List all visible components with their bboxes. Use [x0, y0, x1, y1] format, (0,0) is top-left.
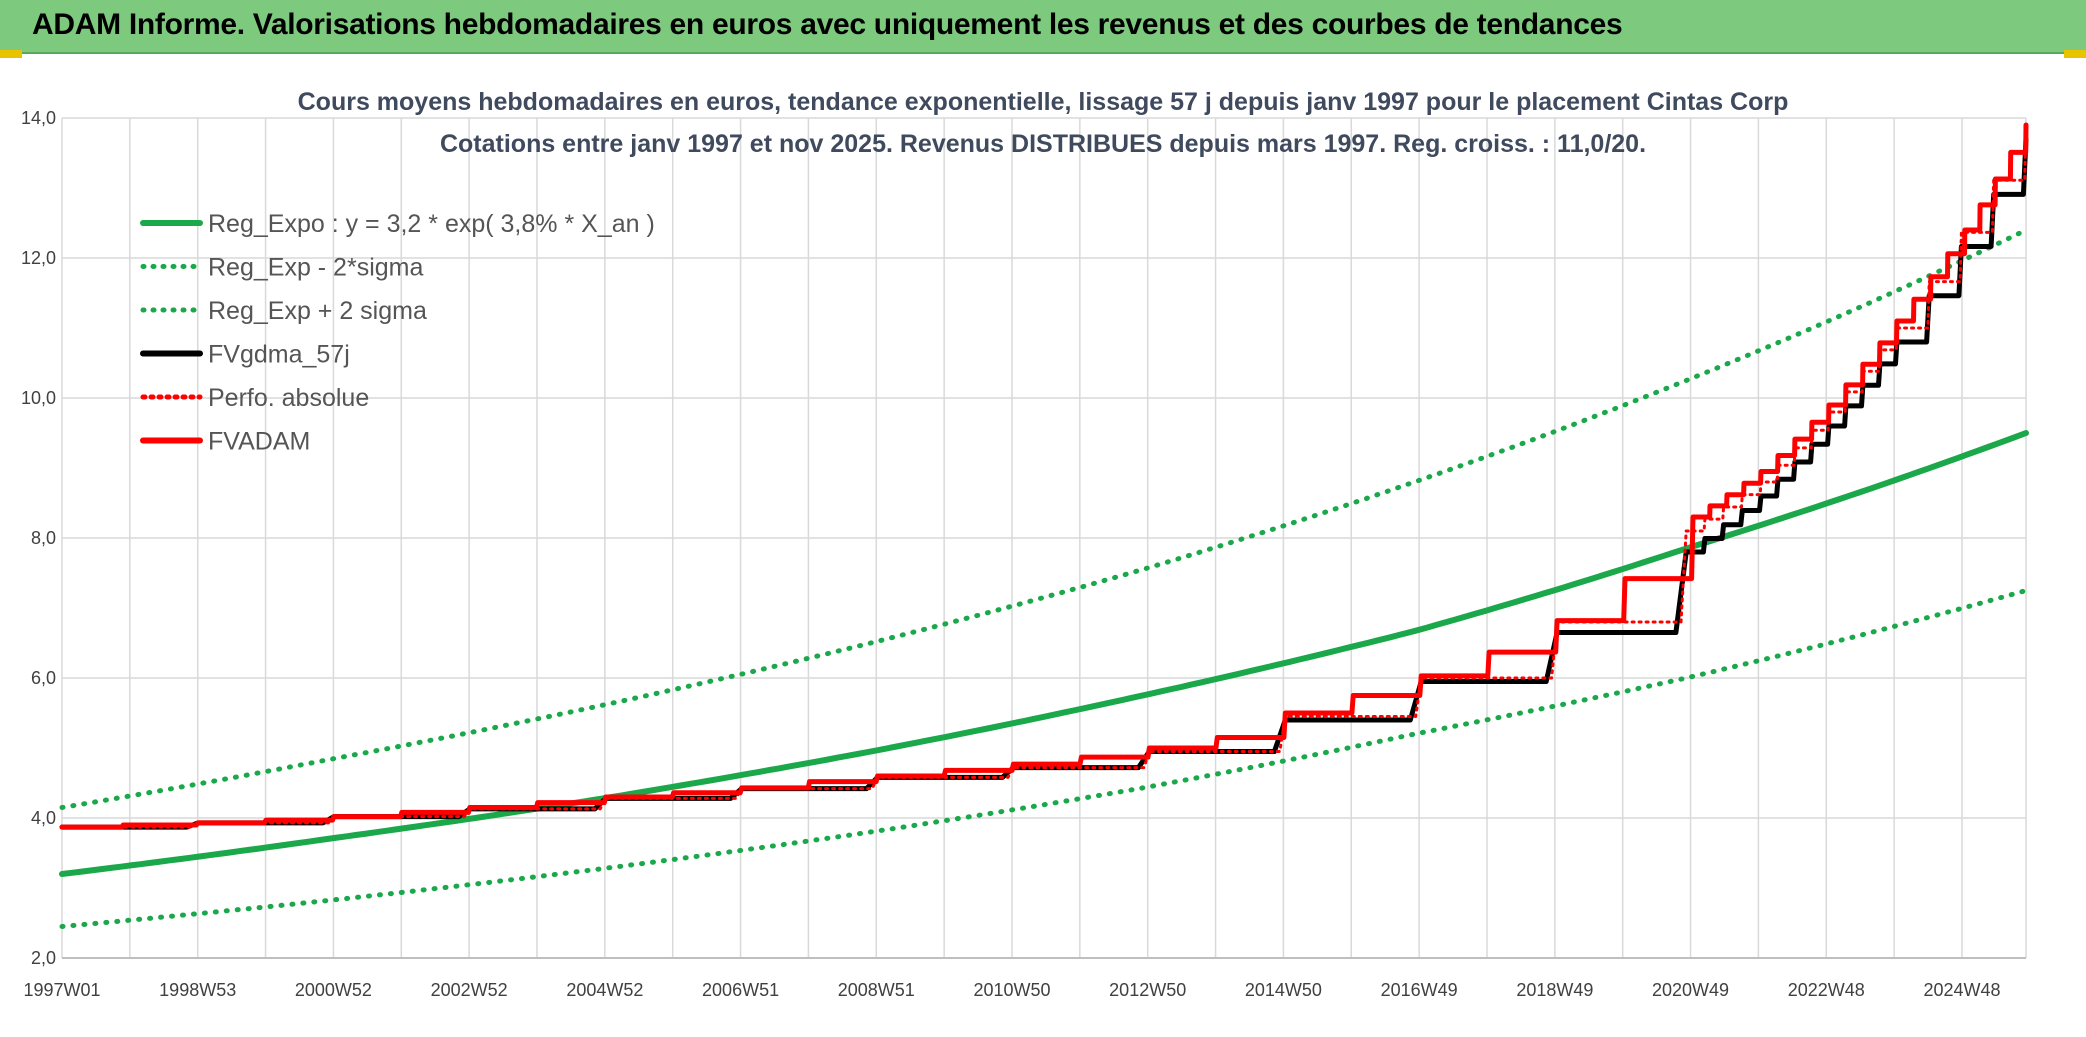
- x-tick-label: 2000W52: [295, 980, 372, 1000]
- x-tick-label: 2014W50: [1245, 980, 1322, 1000]
- legend-label: Reg_Exp - 2*sigma: [208, 254, 423, 282]
- y-tick-label: 14,0: [21, 108, 56, 128]
- x-tick-label: 2004W52: [566, 980, 643, 1000]
- y-tick-label: 6,0: [31, 668, 56, 688]
- axes: 2,0 4,0 6,0 8,0 10,0 12,0 14,0 1997W01 1998W53 20…: [21, 108, 2026, 1000]
- corner-mark-left: [0, 50, 22, 58]
- chart-area: 2,0 4,0 6,0 8,0 10,0 12,0 14,0 1997W01 1998W53 20…: [21, 88, 2029, 1000]
- x-tick-label: 2018W49: [1516, 980, 1593, 1000]
- chart-legend: Reg_Expo : y = 3,2 * exp( 3,8% * X_an ) R…: [140, 210, 655, 456]
- reg-exp-minus-2sigma-line: [59, 588, 2029, 929]
- legend-label: Perfo. absolue: [208, 384, 369, 412]
- legend-label: Reg_Expo : y = 3,2 * exp( 3,8% * X_an ): [208, 210, 655, 238]
- y-tick-label: 4,0: [31, 808, 56, 828]
- y-tick-label: 10,0: [21, 388, 56, 408]
- legend-label: FVADAM: [208, 428, 310, 456]
- x-tick-label: 2010W50: [973, 980, 1050, 1000]
- legend-label: Reg_Exp + 2 sigma: [208, 297, 427, 325]
- chart-titles: Cours moyens hebdomadaires en euros, ten…: [298, 88, 1789, 158]
- x-tick-label: 2008W51: [838, 980, 915, 1000]
- legend-label: FVgdma_57j: [208, 341, 350, 369]
- x-tick-label: 2002W52: [431, 980, 508, 1000]
- y-tick-label: 8,0: [31, 528, 56, 548]
- x-tick-label: 2022W48: [1788, 980, 1865, 1000]
- x-tick-label: 2016W49: [1381, 980, 1458, 1000]
- x-tick-label: 1998W53: [159, 980, 236, 1000]
- y-tick-label: 12,0: [21, 248, 56, 268]
- corner-mark-right: [2064, 50, 2086, 58]
- chart-title-line: Cours moyens hebdomadaires en euros, ten…: [298, 88, 1789, 116]
- fvadam-line: [59, 122, 2029, 830]
- banner-title: ADAM Informe. Valorisations hebdomadaire…: [32, 8, 1623, 41]
- y-tick-label: 2,0: [31, 948, 56, 968]
- reg-expo-line: [59, 430, 2029, 877]
- reg-exp-plus-2sigma-line: [59, 227, 2029, 810]
- x-tick-label: 2006W51: [702, 980, 779, 1000]
- x-tick-label: 2024W48: [1923, 980, 2000, 1000]
- chart-title-line: Cotations entre janv 1997 et nov 2025. R…: [440, 130, 1646, 158]
- series-layer: [59, 122, 2029, 929]
- title-banner: ADAM Informe. Valorisations hebdomadaire…: [0, 0, 2086, 54]
- x-tick-label: 2012W50: [1109, 980, 1186, 1000]
- x-tick-label: 1997W01: [23, 980, 100, 1000]
- x-tick-label: 2020W49: [1652, 980, 1729, 1000]
